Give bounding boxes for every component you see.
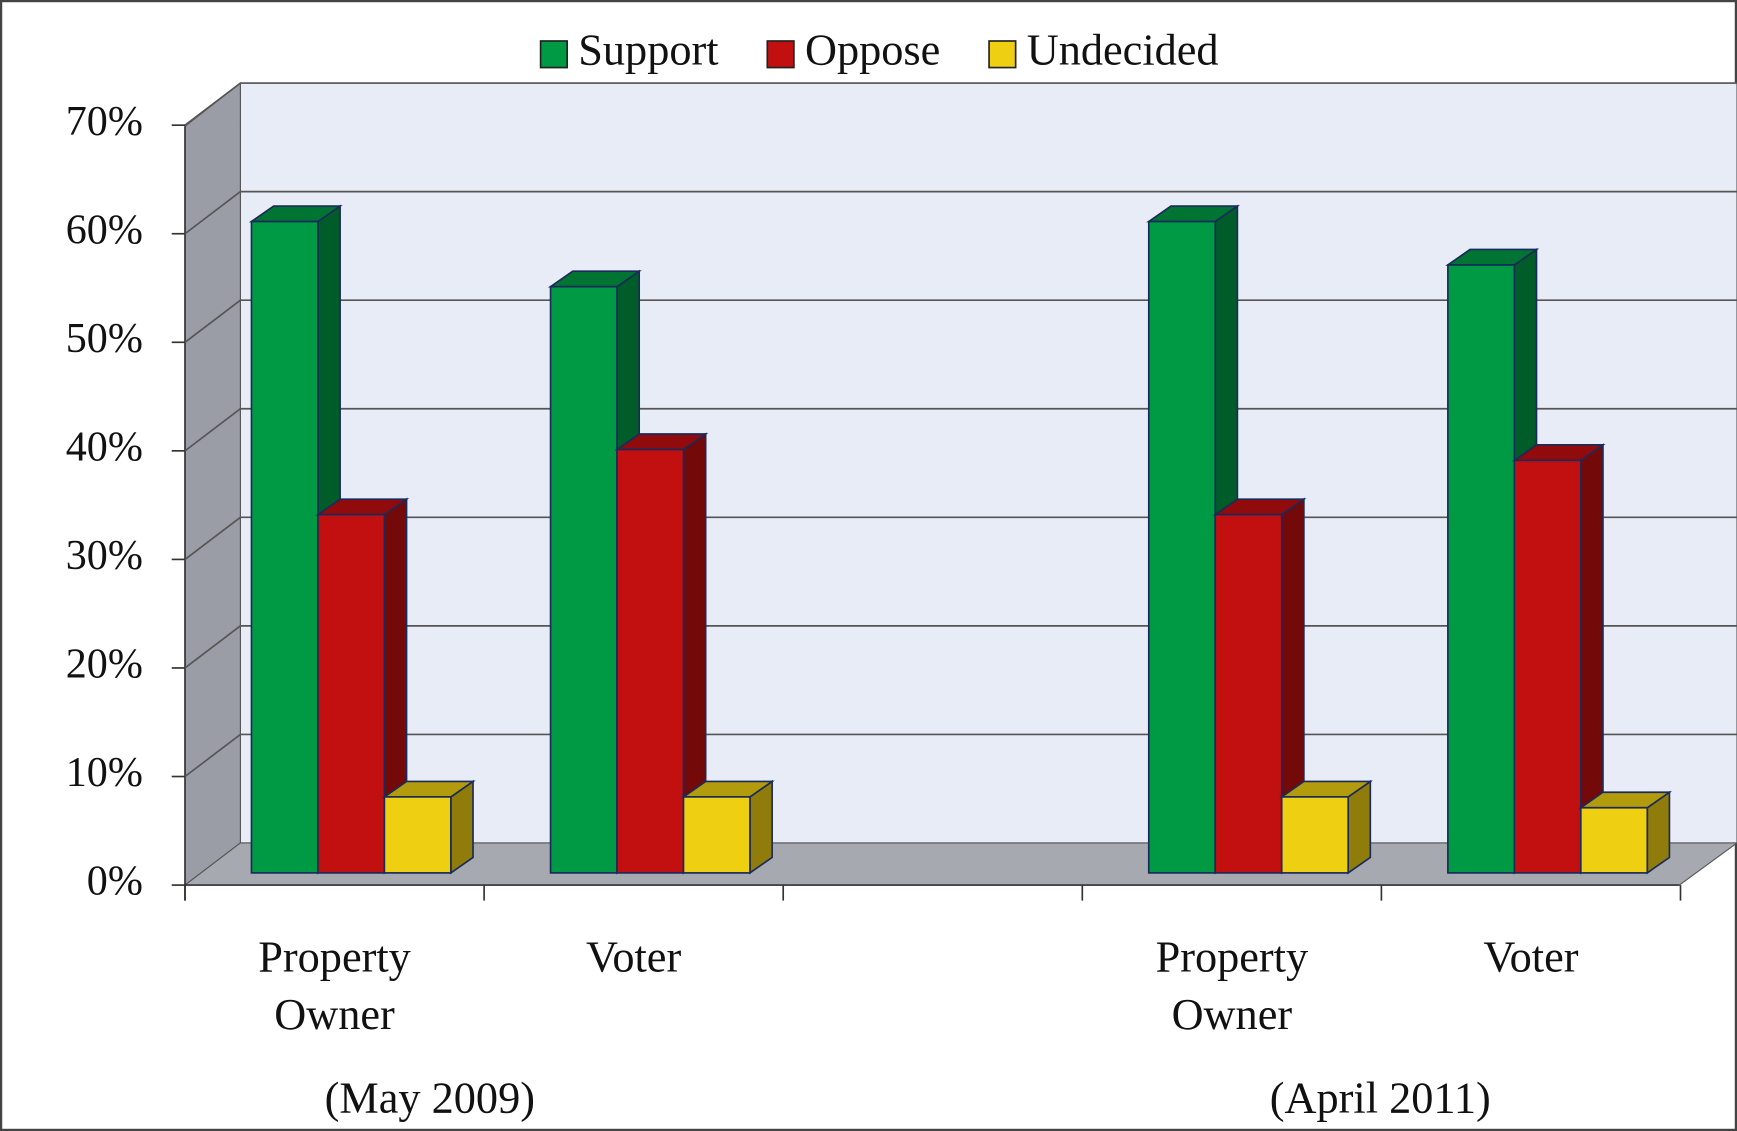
bar-face [1214,513,1283,874]
grid-line [184,82,1737,126]
x-tick-label: Property Owner [1156,933,1309,1040]
bar [547,269,642,875]
bar-face [1447,264,1516,874]
bar-face [1513,459,1582,874]
bar-face [616,448,685,874]
y-tick-label: 40% [66,424,143,471]
bar [1212,497,1307,875]
legend-swatch [988,40,1017,69]
group-label: (May 2009) [325,1073,535,1122]
bar [1578,790,1673,875]
y-tick-label: 70% [66,98,143,145]
bar [1511,443,1606,875]
bar [1445,247,1540,875]
y-tick-label: 30% [66,532,143,579]
bar [1279,779,1373,875]
group-label: (April 2011) [1270,1073,1491,1122]
bar [381,779,476,875]
x-tick-label: Voter [586,933,681,982]
y-tick-label: 20% [66,641,143,688]
bar-face [1579,806,1649,874]
y-tick-label: 0% [87,858,143,905]
bar [680,779,775,875]
grid-line [184,190,1737,235]
y-tick-label: 50% [66,315,143,362]
bar-face [1147,220,1217,874]
bar-face [317,513,386,874]
legend-swatch [766,40,795,69]
bar-face [250,220,319,874]
legend-swatch [539,40,569,69]
x-tick-label: Property Owner [258,933,411,1040]
bar [248,204,343,875]
y-tick-label: 10% [66,749,143,796]
legend-label: Oppose [805,25,940,74]
bar-face [549,285,618,874]
bar [315,497,410,875]
legend-label: Undecided [1027,25,1219,74]
y-tick-label: 60% [66,206,143,253]
x-tick-label: Voter [1483,933,1578,982]
bar-face [682,796,751,874]
legend-label: Support [578,25,719,74]
side-wall [184,81,241,887]
bar-face [383,796,452,874]
bar-face [1280,796,1349,874]
